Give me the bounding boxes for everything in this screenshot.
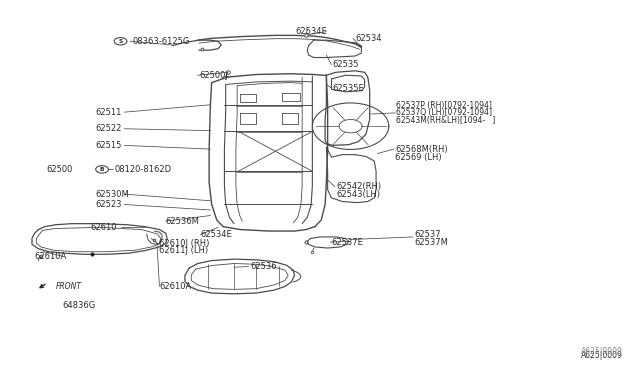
Text: 62522: 62522 [96, 124, 122, 133]
Text: S: S [118, 39, 123, 44]
Text: B: B [100, 167, 104, 172]
Text: 62534E: 62534E [200, 230, 232, 239]
Text: A625|0009: A625|0009 [581, 347, 623, 356]
Text: 62568M(RH): 62568M(RH) [395, 145, 448, 154]
Text: 62543M(RH&LH)[1094-   ]: 62543M(RH&LH)[1094- ] [396, 116, 496, 125]
Text: 62537P (RH)[0792-1094]: 62537P (RH)[0792-1094] [396, 101, 492, 110]
Text: 62610: 62610 [91, 223, 117, 232]
Text: 62500J: 62500J [199, 71, 228, 80]
Text: 62537E: 62537E [332, 238, 364, 247]
Text: A625|0009: A625|0009 [581, 351, 623, 360]
Text: 62536M: 62536M [166, 217, 200, 225]
Text: FRONT: FRONT [56, 282, 81, 291]
Text: 62537: 62537 [414, 230, 441, 239]
Text: 62610A: 62610A [35, 251, 67, 261]
Text: 62543(LH): 62543(LH) [336, 190, 380, 199]
Text: 62610J (RH): 62610J (RH) [159, 239, 210, 248]
Text: 62511: 62511 [96, 108, 122, 117]
Text: 62534: 62534 [355, 34, 381, 43]
Text: 62542(RH): 62542(RH) [336, 182, 381, 191]
Text: 62523: 62523 [96, 200, 122, 209]
Text: 62537Q (LH)[0792-1094]: 62537Q (LH)[0792-1094] [396, 108, 492, 118]
Text: 62500: 62500 [46, 165, 73, 174]
Text: 08120-8162D: 08120-8162D [115, 165, 172, 174]
Text: 08363-6125G: 08363-6125G [132, 37, 189, 46]
Text: 62530M: 62530M [96, 190, 129, 199]
Text: 62536: 62536 [250, 262, 276, 271]
Text: 62534E: 62534E [296, 27, 328, 36]
Text: 62569 (LH): 62569 (LH) [395, 153, 442, 162]
Text: 62537M: 62537M [414, 238, 448, 247]
Text: 62611J (LH): 62611J (LH) [159, 246, 209, 255]
Text: 62535E: 62535E [333, 84, 365, 93]
Text: 64836G: 64836G [62, 301, 95, 311]
Text: 62535: 62535 [333, 60, 359, 70]
Text: 62515: 62515 [96, 141, 122, 150]
Text: 62610A: 62610A [159, 282, 191, 291]
